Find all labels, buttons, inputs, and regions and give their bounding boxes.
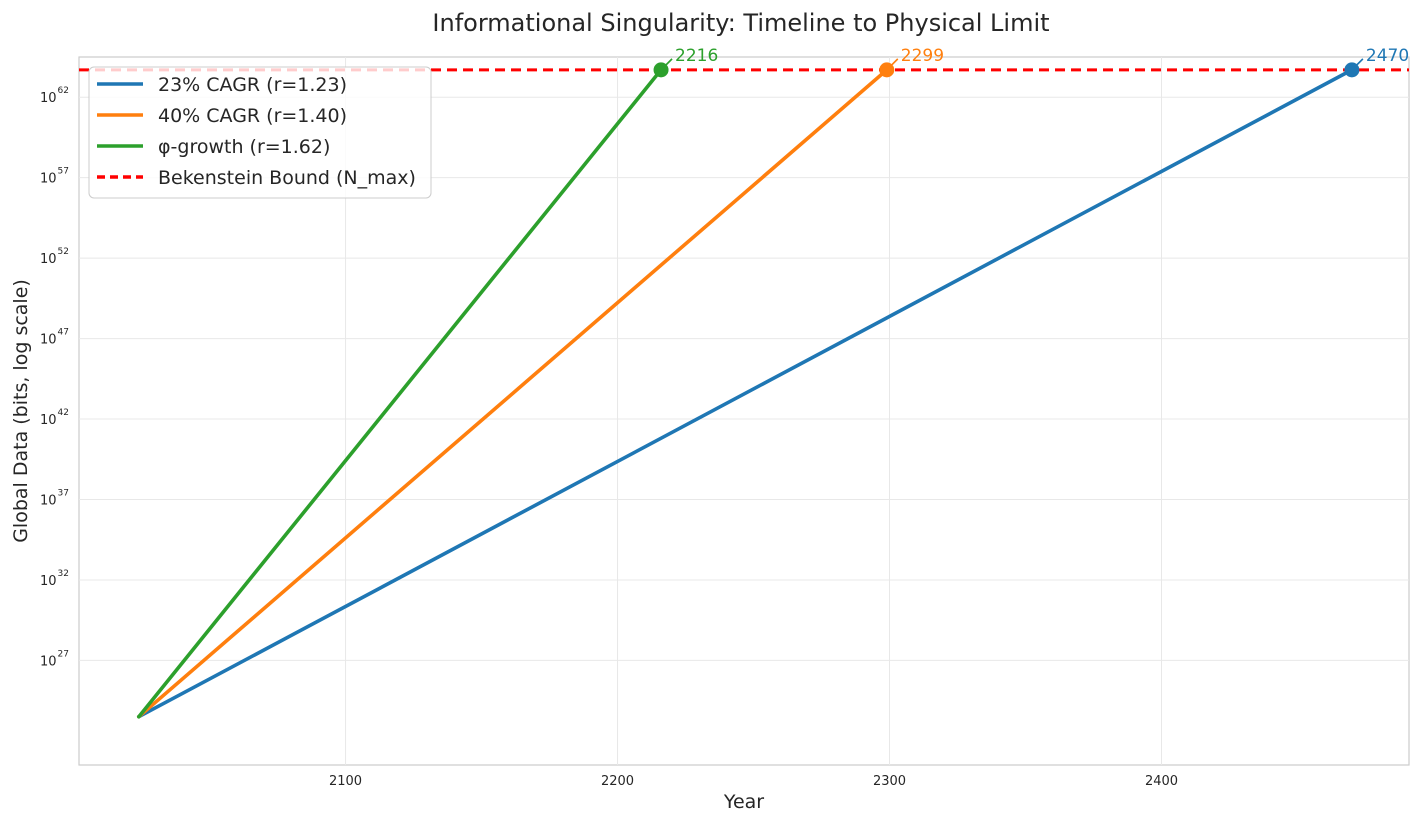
endpoint-label-2: 2216 [675, 46, 718, 66]
annotation-arrow-1 [889, 58, 899, 68]
series-line-1 [137, 68, 889, 719]
chart-title: Informational Singularity: Timeline to P… [432, 9, 1049, 37]
annotation-arrow-2 [663, 58, 673, 68]
y-tick-label: 1047 [40, 328, 69, 348]
series-line-0 [137, 68, 1354, 719]
legend-label-2: φ-growth (r=1.62) [158, 136, 330, 158]
x-axis-label: Year [723, 791, 764, 813]
endpoint-label-1: 2299 [901, 46, 944, 66]
series-line-2 [137, 68, 663, 719]
y-tick-label: 1027 [40, 649, 69, 669]
legend-label-3: Bekenstein Bound (N_max) [158, 167, 416, 189]
x-tick-label: 2100 [329, 774, 362, 789]
y-tick-label: 1042 [40, 408, 69, 428]
x-tick-label: 2300 [873, 774, 906, 789]
x-tick-label: 2200 [601, 774, 634, 789]
x-tick-label: 2400 [1145, 774, 1178, 789]
annotation-arrow-0 [1354, 58, 1364, 68]
y-tick-label: 1052 [40, 247, 69, 267]
y-tick-label: 1037 [40, 489, 69, 509]
legend-box [88, 66, 432, 199]
y-tick-label: 1032 [40, 569, 69, 589]
legend-label-0: 23% CAGR (r=1.23) [158, 74, 347, 96]
y-axis-label: Global Data (bits, log scale) [10, 279, 32, 543]
y-tick-label: 1057 [40, 167, 69, 187]
endpoint-label-0: 2470 [1366, 46, 1409, 66]
legend-label-1: 40% CAGR (r=1.40) [158, 105, 347, 127]
y-tick-label: 1062 [40, 86, 69, 106]
legend: 23% CAGR (r=1.23) 40% CAGR (r=1.40) φ-grow… [88, 66, 432, 199]
